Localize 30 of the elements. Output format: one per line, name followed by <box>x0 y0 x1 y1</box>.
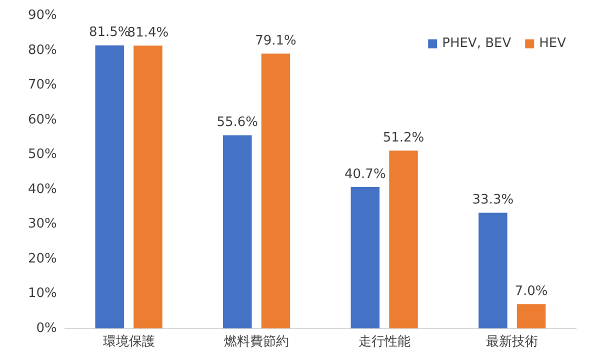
y-tick-label: 30% <box>28 216 57 232</box>
x-tick-label: 最新技術 <box>486 334 538 350</box>
y-tick-label: 80% <box>28 42 57 58</box>
bar <box>389 150 418 328</box>
data-label: 79.1% <box>255 34 296 49</box>
data-label: 55.6% <box>216 115 258 130</box>
data-label: 40.7% <box>344 166 386 182</box>
bar <box>350 187 380 328</box>
y-tick-label: 50% <box>28 147 57 162</box>
bar <box>516 304 546 328</box>
x-tick-label: 走行性能 <box>358 334 410 350</box>
legend-label: HEV <box>539 36 566 52</box>
bar <box>261 54 290 328</box>
bar <box>134 46 162 328</box>
data-label: 33.3% <box>472 192 514 208</box>
data-label: 51.2% <box>382 130 424 146</box>
bar <box>478 212 508 328</box>
y-tick-label: 90% <box>28 8 57 24</box>
y-tick-label: 70% <box>28 78 57 93</box>
y-tick-label: 10% <box>28 286 57 302</box>
y-tick-label: 0% <box>36 320 57 336</box>
x-tick-label: 環境保護 <box>102 334 155 350</box>
y-tick-label: 60% <box>28 112 57 128</box>
legend-label: PHEV, BEV <box>442 36 512 52</box>
bar <box>95 45 124 328</box>
y-tick-label: 40% <box>28 182 57 197</box>
bar <box>223 135 252 328</box>
x-tick-label: 燃料費節約 <box>224 334 290 350</box>
data-label: 7.0% <box>514 284 548 299</box>
y-tick-label: 20% <box>28 251 57 266</box>
